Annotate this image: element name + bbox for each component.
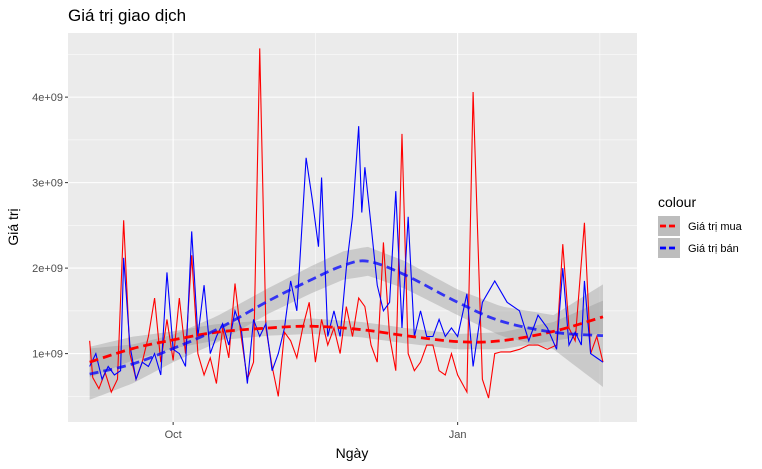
legend-label-2: Giá trị bán [688, 243, 739, 255]
legend: colour Giá trị mua Giá trị bán [658, 194, 743, 258]
trend-line-2 [89, 259, 604, 376]
trend-line-1 [89, 315, 604, 364]
x-axis-title: Ngày [336, 445, 369, 461]
y-axis-title: Giá trị [5, 208, 21, 245]
trend-lines [89, 259, 604, 376]
legend-title: colour [658, 194, 696, 210]
y-tick-label: 4e+09 [32, 92, 63, 104]
series-lines [89, 48, 604, 399]
legend-label-1: Giá trị mua [688, 221, 743, 233]
y-tick-label: 3e+09 [32, 178, 63, 190]
confidence-bands [89, 246, 603, 400]
chart-title: Giá trị giao dịch [68, 6, 186, 25]
x-axis: Oct Jan [165, 422, 467, 441]
y-tick-label: 1e+09 [32, 349, 63, 361]
y-tick-label: 2e+09 [32, 263, 63, 275]
x-tick-label: Jan [449, 429, 467, 441]
series-line-1 [89, 48, 604, 399]
plot-panel [68, 33, 637, 422]
series-line-2 [89, 126, 604, 384]
confidence-band-1 [89, 300, 603, 378]
confidence-band-2 [89, 246, 603, 400]
x-tick-label: Oct [165, 429, 182, 441]
y-axis: 1e+09 2e+09 3e+09 4e+09 [32, 92, 68, 361]
